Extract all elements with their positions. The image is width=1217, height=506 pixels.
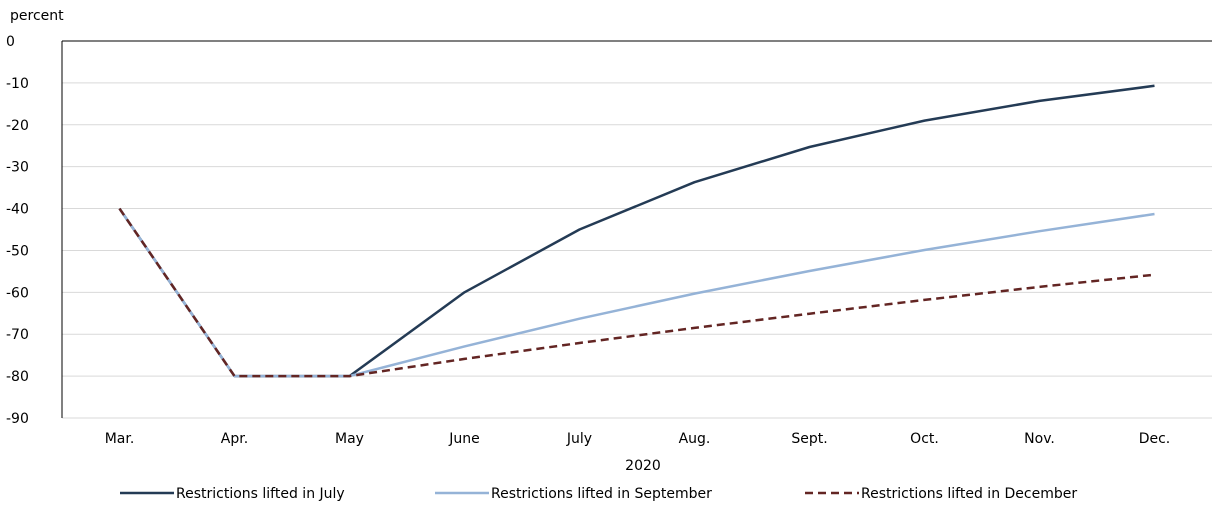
x-tick-label: Mar. — [105, 431, 135, 447]
y-tick-label: -10 — [6, 76, 29, 92]
x-tick-label: Nov. — [1024, 431, 1055, 447]
x-tick-label: July — [566, 431, 592, 447]
series-line-0 — [120, 86, 1155, 376]
legend-label-2: Restrictions lifted in December — [861, 486, 1077, 502]
x-tick-label: May — [335, 431, 364, 447]
legend-label-0: Restrictions lifted in July — [176, 486, 345, 502]
x-tick-label: Dec. — [1139, 431, 1171, 447]
y-axis-label: percent — [10, 8, 64, 24]
y-tick-label: -30 — [6, 160, 29, 176]
legend-label-1: Restrictions lifted in September — [491, 486, 712, 502]
y-tick-label: -60 — [6, 285, 29, 301]
legend: Restrictions lifted in July Restrictions … — [120, 486, 1077, 502]
y-tick-label: 0 — [6, 34, 15, 50]
x-tick-label: June — [448, 431, 480, 447]
series-lines — [120, 86, 1155, 376]
gridlines — [62, 83, 1212, 418]
x-tick-label: Oct. — [910, 431, 939, 447]
x-tick-label: Aug. — [679, 431, 711, 447]
x-tick-label: Sept. — [791, 431, 827, 447]
y-tick-labels: 0 -10 -20 -30 -40 -50 -60 -70 -80 -90 — [6, 34, 29, 427]
y-tick-label: -20 — [6, 118, 29, 134]
y-tick-label: -50 — [6, 243, 29, 259]
y-tick-label: -70 — [6, 327, 29, 343]
y-tick-label: -80 — [6, 369, 29, 385]
x-tick-label: Apr. — [221, 431, 248, 447]
y-tick-label: -40 — [6, 202, 29, 218]
y-tick-label: -90 — [6, 411, 29, 427]
x-tick-labels: Mar. Apr. May June July Aug. Sept. Oct. Nov. Dec. — [105, 431, 1171, 447]
x-axis-label: 2020 — [625, 458, 661, 474]
